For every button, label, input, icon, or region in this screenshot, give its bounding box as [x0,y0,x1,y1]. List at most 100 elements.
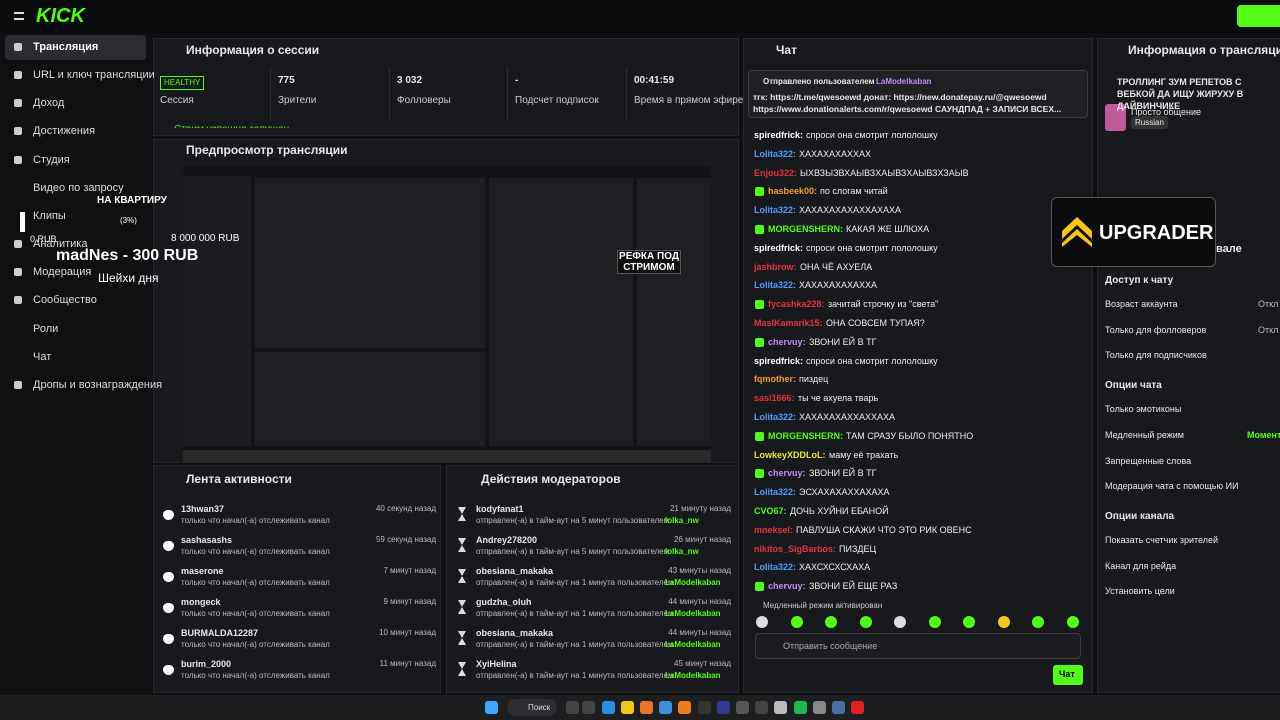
sidebar-item[interactable]: Доход [33,97,65,109]
mod-text: отправлен(-а) в тайм-аут на 1 минута пол… [476,609,674,618]
emote[interactable] [963,616,975,628]
taskbar-icon[interactable] [601,701,615,714]
taskbar-icon[interactable] [582,701,596,714]
sidebar-icon [14,71,22,79]
taskbar-icon[interactable] [659,701,673,714]
chat-username: Enjou322: [754,167,798,178]
chat-username: mneksel: [754,524,794,535]
preview-panel [255,178,485,348]
setting-label[interactable]: Установить цели [1105,586,1175,597]
chat-username: fqmother: [754,374,796,385]
chat-message: ПИЗДЕЦ [839,543,877,554]
overlay-text: НА КВАРТИРУ [97,195,167,206]
sidebar-item[interactable]: Сообщество [33,294,97,306]
setting-label[interactable]: Показать счетчик зрителей [1105,534,1219,545]
setting-label[interactable]: Канал для рейда [1105,560,1177,571]
taskbar-icon[interactable] [620,701,634,714]
sidebar-item[interactable]: URL и ключ трансляции [33,69,155,81]
chat-username: chervuy: [768,468,806,479]
badge [755,300,764,310]
sidebar-item[interactable]: Аналитика [33,238,88,250]
send-label[interactable]: Чат [1059,669,1075,679]
chat-username: CVO67: [754,506,787,516]
setting-label[interactable]: Только для подписчиков [1105,350,1207,361]
heart-icon [163,603,174,613]
taskbar-icon[interactable] [851,701,865,714]
panel-title: Действия модераторов [481,472,621,486]
chat-panel [743,38,1093,693]
creator-button[interactable] [1237,5,1280,27]
chat-username: nikitos_SigBarbos: [754,543,837,554]
search-label[interactable]: Поиск [528,703,551,712]
taskbar-icon[interactable] [640,701,653,714]
chat-username: Lolita322: [754,562,797,573]
session-panel [153,38,739,136]
upgrader-box [1051,197,1216,267]
emote[interactable] [790,616,803,628]
chat-input[interactable] [755,633,1081,659]
chat-message: ОНА СОВСЕМ ТУПАЯ? [826,318,925,328]
emote[interactable] [928,616,941,628]
taskbar-icon[interactable] [566,701,579,714]
chat-message: ДОЧЬ ХУЙНИ ЕБАНОЙ [790,506,889,516]
sidebar-item[interactable]: Чат [33,351,52,363]
emote[interactable] [894,616,906,628]
sidebar-item[interactable]: Видео по запросу [33,182,124,194]
moderator: LaModelkaban [665,640,721,649]
sidebar-item[interactable]: Модерация [33,266,92,278]
emote[interactable] [1032,616,1044,628]
mod-text: отправлен(-а) в тайм-аут на 1 минута пол… [476,671,674,680]
menu-icon[interactable] [14,12,24,20]
panel-title: Лента активности [186,472,292,486]
sidebar-item[interactable]: Клипы [33,210,66,222]
badge [755,582,764,592]
input-placeholder[interactable]: Отправить сообщение [783,641,878,651]
sidebar-item[interactable]: Дропы и вознаграждения [33,379,163,391]
sidebar-item[interactable]: Трансляция [33,41,99,53]
emote[interactable] [859,616,872,628]
taskbar-icon[interactable] [793,701,807,714]
taskbar-icon[interactable] [812,701,826,714]
top-bar [0,0,1280,33]
chat-message: ЭСХАХАХАХХАХАХА [799,487,890,498]
divider [389,67,390,120]
setting-label[interactable]: Модерация чата с помощью ИИ [1105,481,1239,492]
badge [755,431,764,441]
taskbar-icon[interactable] [736,701,749,714]
taskbar-icon[interactable] [485,701,498,714]
taskbar-icon[interactable] [678,701,692,714]
taskbar-search[interactable] [507,699,557,716]
taskbar-icon[interactable] [774,701,788,714]
send-button[interactable] [1053,665,1083,685]
taskbar-icon[interactable] [716,701,730,714]
chat-username: Lolita322: [754,412,797,422]
emote[interactable] [756,616,768,628]
username: LaModelkaban [876,77,932,86]
section-heading: Опции канала [1105,510,1175,522]
section-heading: Опции чата [1105,380,1162,392]
setting-label[interactable]: Возраст аккаунта [1105,299,1178,309]
setting-label[interactable]: Запрещенные слова [1105,455,1192,466]
overlay-text: (3%) [120,216,137,225]
emote[interactable] [1066,616,1079,628]
emote[interactable] [825,616,837,628]
taskbar-icon[interactable] [832,701,845,714]
taskbar-icon[interactable] [755,701,769,714]
sidebar-item[interactable]: Роли [33,323,59,335]
setting-label[interactable]: Только для фолловеров [1105,324,1207,335]
setting-label[interactable]: Медленный режим [1105,429,1184,440]
setting-label[interactable]: Только эмотиконы [1105,404,1182,415]
badge [755,337,764,347]
badge [755,225,764,234]
heart-icon [163,634,174,644]
timestamp: 11 минут назад [379,659,436,668]
emote[interactable] [997,616,1010,628]
chat-username: spiredfrick: [754,242,804,253]
pinned-label: Отправлено пользователем [763,77,875,86]
sidebar-item[interactable]: Достижения [33,125,96,137]
taskbar-icon[interactable] [697,701,711,714]
sidebar-icon [14,296,22,304]
timestamp: 40 секунд назад [375,504,436,513]
status: Медленный режим активирован [763,601,883,610]
sidebar-item[interactable]: Студия [33,154,70,166]
